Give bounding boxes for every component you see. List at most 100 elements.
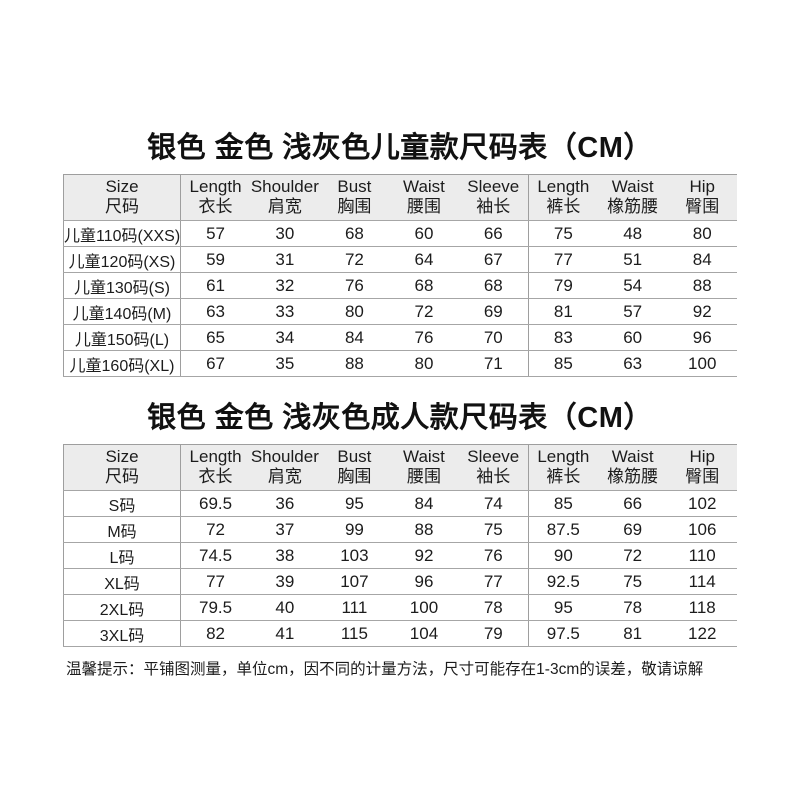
measurement-cell: 79.5 xyxy=(180,594,251,621)
column-header-zh: 橡筋腰 xyxy=(607,467,659,486)
measurement-cell: 69 xyxy=(458,298,529,325)
column-header-en: Length xyxy=(189,177,242,196)
size-label-cell: 3XL码 xyxy=(63,620,181,647)
measurement-cell: 36 xyxy=(250,490,320,517)
column-header-zh: 臀围 xyxy=(685,467,720,486)
table-row: M码 72 37 99 88 75 87.5 69 106 xyxy=(63,516,737,543)
table-row: 儿童140码(M) 63 33 80 72 69 81 57 92 xyxy=(63,298,737,325)
measurement-cell: 118 xyxy=(667,594,737,621)
size-label-cell: XL码 xyxy=(63,568,181,595)
size-label-cell: M码 xyxy=(63,516,181,543)
measurement-cell: 68 xyxy=(458,272,529,299)
size-label-cell: 儿童150码(L) xyxy=(63,324,181,351)
measurement-cell: 99 xyxy=(319,516,390,543)
measurement-cell: 75 xyxy=(597,568,668,595)
measurement-cell: 57 xyxy=(180,220,251,247)
column-header-zh: 肩宽 xyxy=(267,197,302,216)
measurement-cell: 63 xyxy=(180,298,251,325)
column-header-bust-3: Bust 胸围 xyxy=(319,174,390,221)
measurement-cell: 78 xyxy=(458,594,529,621)
measurement-cell: 104 xyxy=(389,620,459,647)
measurement-cell: 77 xyxy=(528,246,598,273)
column-header-en: Sleeve xyxy=(467,177,520,196)
measurement-cell: 69 xyxy=(597,516,668,543)
measurement-cell: 77 xyxy=(458,568,529,595)
table-row: 儿童160码(XL) 67 35 88 80 71 85 63 100 xyxy=(63,350,737,377)
measurement-cell: 122 xyxy=(667,620,737,647)
column-header-en: Waist xyxy=(403,447,445,466)
measurement-cell: 100 xyxy=(389,594,459,621)
adult-size-table: Size 尺码 Length 衣长 Shoulder 肩宽 Bust 胸围 Waist 腰围 Sle… xyxy=(63,444,737,647)
column-header-zh: 裤长 xyxy=(546,197,581,216)
measurement-cell: 88 xyxy=(319,350,390,377)
measurement-cell: 90 xyxy=(528,542,598,569)
measurement-cell: 57 xyxy=(597,298,668,325)
column-header-sleeve-5: Sleeve 袖长 xyxy=(458,444,529,491)
column-header-waist-4: Waist 腰围 xyxy=(389,444,459,491)
column-header-zh: 臀围 xyxy=(685,197,720,216)
column-header-shoulder-2: Shoulder 肩宽 xyxy=(250,174,320,221)
measurement-cell: 40 xyxy=(250,594,320,621)
measurement-cell: 68 xyxy=(389,272,459,299)
column-header-sleeve-5: Sleeve 袖长 xyxy=(458,174,529,221)
measurement-cell: 88 xyxy=(667,272,737,299)
column-header-length-6: Length 裤长 xyxy=(528,174,598,221)
column-header-en: Waist xyxy=(403,177,445,196)
column-header-zh: 腰围 xyxy=(406,467,441,486)
measurement-cell: 60 xyxy=(389,220,459,247)
size-label-cell: 儿童130码(S) xyxy=(63,272,181,299)
measurement-cell: 74 xyxy=(458,490,529,517)
size-label-cell: 儿童120码(XS) xyxy=(63,246,181,273)
measurement-cell: 37 xyxy=(250,516,320,543)
measurement-cell: 67 xyxy=(458,246,529,273)
column-header-en: Shoulder xyxy=(250,177,319,196)
measurement-cell: 61 xyxy=(180,272,251,299)
measurement-cell: 100 xyxy=(667,350,737,377)
size-chart-page: 银色 金色 浅灰色儿童款尺码表（CM） Size 尺码 Length 衣长 Should… xyxy=(63,132,737,678)
column-header-zh: 衣长 xyxy=(198,197,233,216)
measurement-cell: 66 xyxy=(458,220,529,247)
measurement-cell: 79 xyxy=(528,272,598,299)
measurement-cell: 77 xyxy=(180,568,251,595)
measurement-cell: 84 xyxy=(667,246,737,273)
column-header-hip-8: Hip 臀围 xyxy=(667,174,737,221)
measurement-cell: 85 xyxy=(528,490,598,517)
column-header-zh: 胸围 xyxy=(337,467,372,486)
column-header-shoulder-2: Shoulder 肩宽 xyxy=(250,444,320,491)
table-row: 3XL码 82 41 115 104 79 97.5 81 122 xyxy=(63,620,737,647)
measurement-cell: 85 xyxy=(528,350,598,377)
measurement-cell: 76 xyxy=(319,272,390,299)
kids-size-chart-title: 银色 金色 浅灰色儿童款尺码表（CM） xyxy=(147,132,653,164)
header-row: Size 尺码 Length 衣长 Shoulder 肩宽 Bust 胸围 Waist 腰围 Sle… xyxy=(63,174,737,221)
column-header-en: Length xyxy=(537,447,590,466)
measurement-cell: 88 xyxy=(389,516,459,543)
header-row: Size 尺码 Length 衣长 Shoulder 肩宽 Bust 胸围 Waist 腰围 Sle… xyxy=(63,444,737,491)
measurement-cell: 71 xyxy=(458,350,529,377)
column-header-en: Length xyxy=(189,447,242,466)
table-row: 儿童150码(L) 65 34 84 76 70 83 60 96 xyxy=(63,324,737,351)
column-header-length-6: Length 裤长 xyxy=(528,444,598,491)
measurement-cell: 38 xyxy=(250,542,320,569)
column-header-zh: 肩宽 xyxy=(267,467,302,486)
measurement-cell: 70 xyxy=(458,324,529,351)
size-table: Size 尺码 Length 衣长 Shoulder 肩宽 Bust 胸围 Waist 腰围 Sle… xyxy=(63,174,737,377)
measurement-cell: 48 xyxy=(597,220,668,247)
size-label-cell: 2XL码 xyxy=(63,594,181,621)
measurement-cell: 31 xyxy=(250,246,320,273)
table-row: 儿童130码(S) 61 32 76 68 68 79 54 88 xyxy=(63,272,737,299)
column-header-en: Hip xyxy=(689,177,715,196)
measurement-cell: 68 xyxy=(319,220,390,247)
column-header-zh: 腰围 xyxy=(406,197,441,216)
table-row: XL码 77 39 107 96 77 92.5 75 114 xyxy=(63,568,737,595)
table-row: 儿童120码(XS) 59 31 72 64 67 77 51 84 xyxy=(63,246,737,273)
column-header-waist-7: Waist 橡筋腰 xyxy=(597,444,668,491)
measurement-cell: 72 xyxy=(180,516,251,543)
measurement-cell: 115 xyxy=(319,620,390,647)
measurement-cell: 79 xyxy=(458,620,529,647)
column-header-waist-4: Waist 腰围 xyxy=(389,174,459,221)
measurement-cell: 96 xyxy=(389,568,459,595)
measurement-cell: 114 xyxy=(667,568,737,595)
measurement-cell: 87.5 xyxy=(528,516,598,543)
column-header-zh: 裤长 xyxy=(546,467,581,486)
kids-size-table: Size 尺码 Length 衣长 Shoulder 肩宽 Bust 胸围 Waist 腰围 Sle… xyxy=(63,174,737,377)
